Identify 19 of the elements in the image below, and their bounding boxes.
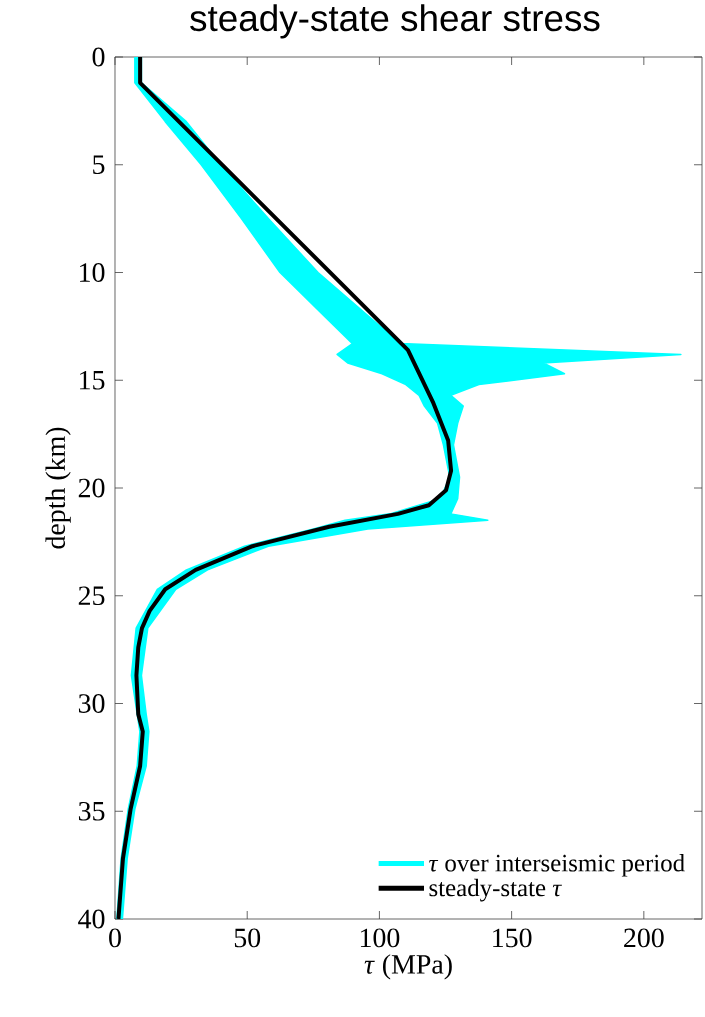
legend-label: τ over interseismic period (429, 854, 685, 877)
x-tick-label: 150 (493, 928, 532, 948)
y-tick-label: 20 (78, 478, 105, 498)
x-axis-title: τ (MPa) (364, 954, 452, 980)
y-tick-label: 0 (92, 47, 105, 67)
y-tick-label: 40 (78, 909, 105, 929)
legend-label: steady-state τ (429, 878, 562, 902)
y-tick-label: 30 (78, 694, 105, 713)
chart-title: steady-state shear stress (190, 4, 600, 39)
y-tick-label: 5 (93, 155, 105, 175)
y-tick-label: 15 (80, 370, 105, 390)
x-tick-label: 200 (624, 928, 664, 948)
x-tick-label: 100 (360, 928, 400, 948)
y-tick-label: 35 (78, 801, 105, 821)
x-tick-label: 0 (109, 928, 121, 948)
y-axis-title: depth (km) (45, 427, 71, 549)
y-tick-label: 10 (80, 263, 105, 282)
y-tick-label: 25 (78, 586, 105, 606)
x-tick-label: 50 (234, 928, 261, 948)
